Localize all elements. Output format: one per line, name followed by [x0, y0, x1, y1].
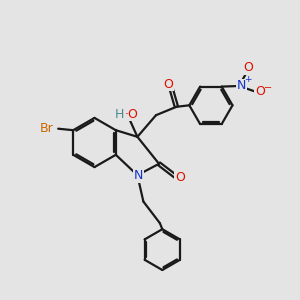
Text: N: N	[237, 80, 246, 92]
Text: Br: Br	[39, 122, 53, 135]
Text: −: −	[264, 83, 272, 93]
Text: O: O	[164, 77, 173, 91]
Text: +: +	[244, 75, 251, 84]
Text: N: N	[134, 169, 144, 182]
Text: H: H	[115, 108, 124, 121]
Text: ·O: ·O	[125, 107, 139, 121]
Text: O: O	[243, 61, 253, 74]
Text: O: O	[175, 171, 184, 184]
Text: O: O	[255, 85, 265, 98]
